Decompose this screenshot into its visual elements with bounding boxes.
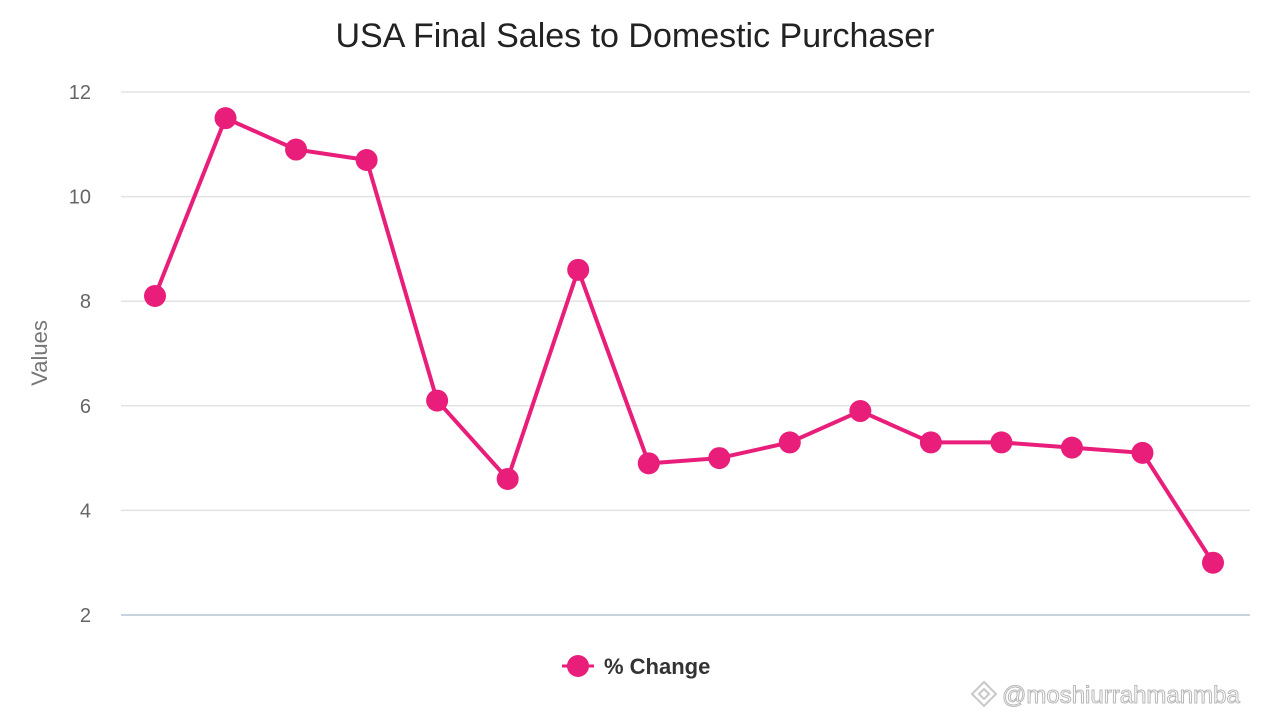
data-point[interactable] [285,138,308,161]
y-axis-label: Values [27,320,52,386]
data-point[interactable] [567,258,590,281]
series-layer [144,107,1224,574]
y-axis-ticks: 2 4 6 8 10 12 [69,82,91,627]
chart-title: USA Final Sales to Domestic Purchaser [335,17,934,55]
watermark-text: @moshiurrahmanmba [1002,682,1240,709]
data-point[interactable] [496,468,519,491]
y-tick-label: 12 [69,82,91,104]
data-point[interactable] [990,431,1013,454]
data-point[interactable] [1131,441,1154,464]
data-point[interactable] [849,400,872,423]
grid-lines [121,91,1250,616]
diamond-logo-icon [970,680,998,708]
data-point[interactable] [919,431,942,454]
y-tick-label: 2 [80,605,91,627]
data-point[interactable] [1202,551,1224,574]
y-tick-label: 10 [69,187,91,209]
data-point[interactable] [778,431,801,454]
data-point[interactable] [708,447,731,470]
y-tick-label: 8 [80,291,91,313]
legend-label: % Change [604,654,710,679]
legend-marker [567,655,589,677]
data-point[interactable] [355,148,378,171]
data-point[interactable] [426,389,449,412]
y-tick-label: 6 [80,396,91,418]
watermark: @moshiurrahmanmba [970,680,1241,710]
series-line [153,116,1215,564]
data-point[interactable] [637,452,660,475]
data-point[interactable] [1060,436,1083,459]
legend[interactable]: % Change [562,654,710,679]
data-point[interactable] [214,107,237,130]
data-point[interactable] [144,284,166,307]
y-tick-label: 4 [80,500,91,522]
